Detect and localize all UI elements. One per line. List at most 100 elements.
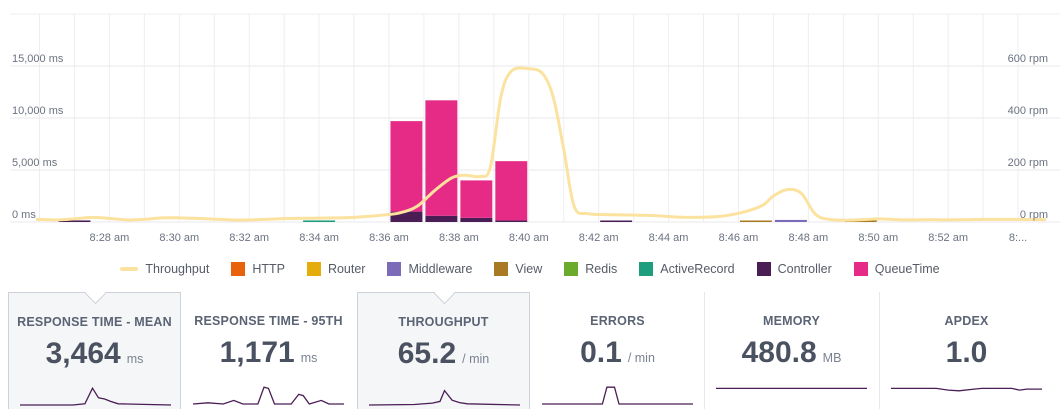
legend-label: QueueTime [874,262,940,276]
legend-item-http[interactable]: HTTP [231,262,285,276]
metric-card-value: 65.2 / min [358,337,529,371]
legend-item-view[interactable]: View [494,262,542,276]
legend-item-queuetime[interactable]: QueueTime [853,262,940,276]
metric-sparkline [193,386,344,405]
legend-item-throughput[interactable]: Throughput [120,262,209,276]
legend-label: HTTP [252,262,285,276]
metric-card-title: APDEX [944,314,989,328]
selected-notch [84,282,106,305]
bar-segment-controller[interactable] [390,211,423,222]
sparkline-path [369,389,520,406]
legend-swatch [231,262,246,276]
legend-label: ActiveRecord [660,262,735,276]
bar-segment-controller[interactable] [460,217,493,222]
metric-value-number: 65.2 [397,337,457,370]
chart-ticks: 0 ms 5,000 ms 10,000 ms 15,000 ms 0 rpm 200 r… [12,53,1048,244]
metric-value-unit: / min [627,351,655,365]
metric-card-response-time-mean[interactable]: RESPONSE TIME - MEAN 3,464 ms [8,282,181,409]
legend-swatch [564,262,579,276]
metric-card-title: THROUGHPUT [398,315,489,329]
legend-label: Redis [585,262,618,276]
bar-segment-controller[interactable] [58,220,91,222]
bar-segment-queuetime[interactable] [495,161,528,221]
legend-swatch [494,262,509,276]
y-left-tick-label: 10,000 ms [12,105,64,117]
metric-sparkline [716,387,867,390]
legend-swatch [853,262,868,276]
metric-card-value: 0.1 / min [531,336,704,370]
legend-item-activerecord[interactable]: ActiveRecord [639,262,735,276]
metric-card-value: 3,464 ms [9,337,180,371]
bar-segment-controller[interactable] [495,220,528,222]
x-tick-label: 8:42 am [579,232,619,244]
legend-item-middleware[interactable]: Middleware [387,262,472,276]
response-time-chart[interactable]: 0 ms 5,000 ms 10,000 ms 15,000 ms 0 rpm 200 r… [0,0,1060,250]
legend-item-controller[interactable]: Controller [756,262,832,276]
card-divider [879,292,880,409]
bar-segment-view[interactable] [844,220,877,223]
legend-label: Router [327,262,366,276]
x-tick-label: 8:34 am [299,232,339,244]
legend-item-redis[interactable]: Redis [564,262,617,276]
sparkline-path [20,386,171,406]
bar-segment-activerecord[interactable] [303,220,336,222]
sparkline-path [542,386,693,405]
metric-value-unit: ms [126,352,144,366]
bar-segment-controller[interactable] [425,215,458,222]
metric-sparkline [369,389,520,406]
metric-card-value: 1,171 ms [182,336,355,370]
sparkline-path [193,386,344,405]
bar-segment-queuetime[interactable] [425,100,458,216]
y-right-tick-label: 600 rpm [1008,53,1048,65]
throughput-line [35,66,1047,222]
y-right-tick-label: 200 rpm [1008,157,1048,169]
bar-segment-view[interactable] [739,220,772,223]
chart-bars [58,100,877,223]
card-divider [704,292,705,409]
metric-card-response-time-95th[interactable]: RESPONSE TIME - 95TH 1,171 ms [182,292,355,409]
x-tick-label: 8:46 am [719,232,759,244]
x-tick-label: 8:30 am [159,232,199,244]
metric-card-apdex[interactable]: APDEX 1.0 [880,292,1053,409]
selected-notch [433,282,455,305]
metric-card-title: MEMORY [763,314,820,328]
x-tick-label: 8:52 am [928,232,968,244]
x-tick-label: 8:38 am [439,232,479,244]
y-right-tick-label: 400 rpm [1008,105,1048,117]
y-left-tick-label: 15,000 ms [12,53,64,65]
x-tick-label: 8:32 am [229,232,269,244]
metric-card-errors[interactable]: ERRORS 0.1 / min [531,292,704,409]
metric-sparkline [891,387,1042,392]
x-tick-label: 8:40 am [509,232,549,244]
metric-value-unit: / min [462,352,490,366]
legend-item-router[interactable]: Router [306,262,366,276]
metric-card-throughput[interactable]: THROUGHPUT 65.2 / min [357,282,530,409]
x-tick-label: 8:36 am [369,232,409,244]
metric-value-number: 480.8 [741,336,817,369]
metric-value-number: 1.0 [945,336,988,369]
y-right-tick-label: 0 rpm [1020,209,1048,221]
metric-card-title: ERRORS [590,314,645,328]
metric-value-unit: MB [822,351,842,365]
throughput-series-line[interactable] [35,66,1047,222]
legend-swatch [756,262,771,276]
metric-value-number: 0.1 [580,336,622,369]
bar-segment-controller[interactable] [600,220,633,223]
metric-card-title: RESPONSE TIME - 95TH [194,314,343,328]
bar-segment-queuetime[interactable] [460,180,493,218]
legend-swatch [306,262,321,276]
metric-card-title: RESPONSE TIME - MEAN [17,315,172,329]
bar-segment-queuetime[interactable] [390,121,423,212]
x-tick-label: 8:50 am [858,232,898,244]
metric-card-value: 1.0 [880,336,1053,370]
x-tick-label: 8:... [1009,232,1027,244]
metric-card-memory[interactable]: MEMORY 480.8 MB [705,292,878,409]
legend-label: View [515,262,543,276]
metric-card-value: 480.8 MB [705,336,878,370]
legend-swatch [387,262,402,276]
bar-segment-middleware[interactable] [774,219,807,222]
metric-value-number: 1,171 [219,336,295,369]
legend-swatch [120,267,139,271]
x-tick-label: 8:48 am [788,232,828,244]
legend-label: Controller [777,262,832,276]
